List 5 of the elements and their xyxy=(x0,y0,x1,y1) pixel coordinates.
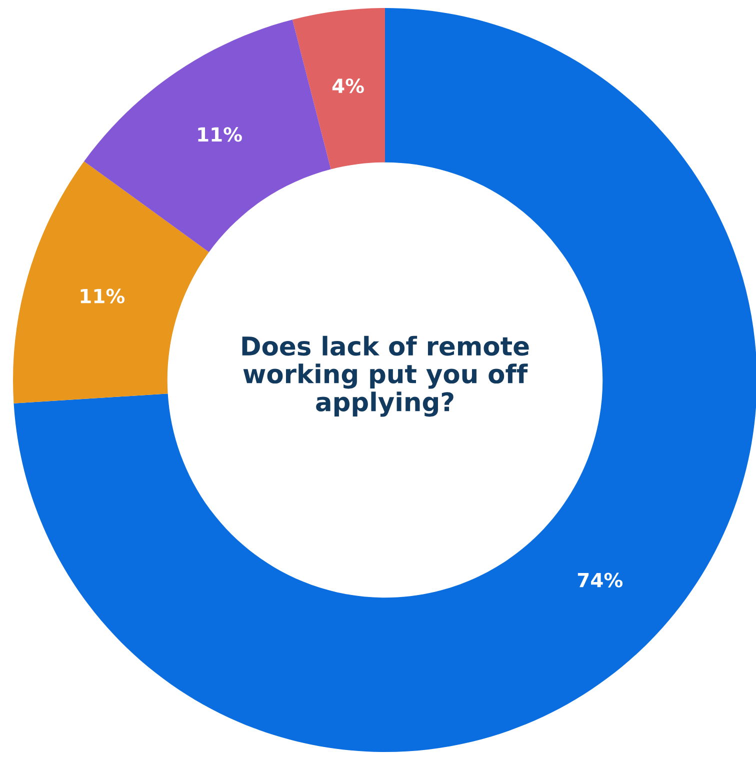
data-label: 4% xyxy=(332,78,364,94)
data-label: 11% xyxy=(198,127,242,142)
data-label: 74% xyxy=(578,572,623,588)
text: Does lack of remote working put you off applying? xyxy=(242,336,529,417)
data-label: 11% xyxy=(80,288,125,304)
